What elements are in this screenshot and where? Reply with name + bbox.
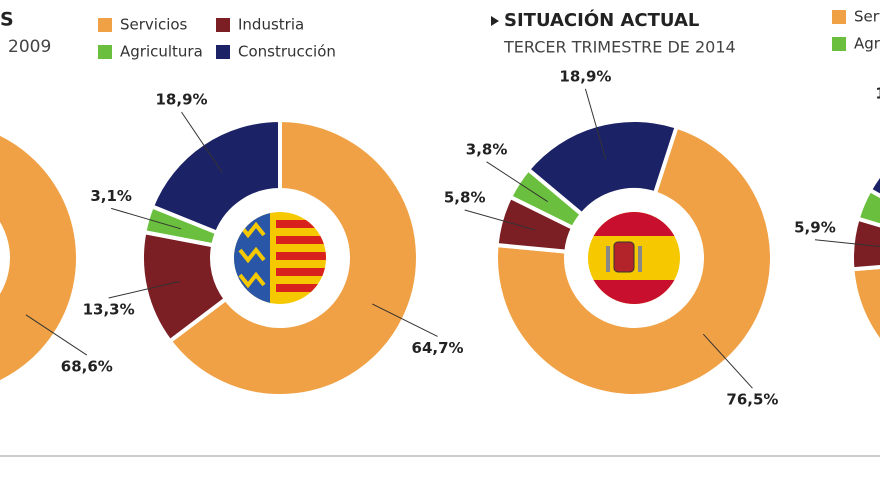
legend-swatch xyxy=(216,45,230,59)
value-label: 5,8% xyxy=(444,188,486,206)
subtitle: 2009 xyxy=(8,37,51,57)
legend-label: Agricultura xyxy=(854,35,880,53)
leader-line xyxy=(371,303,438,337)
legend-label: Agricultura xyxy=(120,43,203,61)
donut-segment xyxy=(494,117,774,398)
donuts: 68,6% 64,7% 13,3% 3,1% 18,9% 76,5% 5,8% 3,8% 18,… xyxy=(0,67,880,409)
value-label: 13,3% xyxy=(83,301,135,319)
donut-segment xyxy=(525,118,680,218)
spain-flag xyxy=(588,212,680,304)
value-label: 16,8% xyxy=(875,84,880,102)
donut-segment xyxy=(167,117,420,398)
value-label: 64,7% xyxy=(412,339,464,357)
arrow-icon xyxy=(491,16,499,26)
title: SITUACIÓN ACTUAL xyxy=(504,9,699,31)
legend-label: Servicios xyxy=(120,16,188,34)
value-label: 18,9% xyxy=(559,67,611,85)
value-label: 68,6% xyxy=(61,358,113,376)
legend-label: Servicios xyxy=(854,8,880,26)
donut-hole xyxy=(0,230,6,286)
value-label: 18,9% xyxy=(156,91,208,109)
value-label: 5,9% xyxy=(794,218,836,236)
legend-swatch xyxy=(98,45,112,59)
subtitle: TERCER TRIMESTRE DE 2014 xyxy=(503,38,736,57)
leader-line xyxy=(181,111,223,173)
leader-line xyxy=(702,333,753,389)
leader-line xyxy=(25,314,88,356)
donut-segment xyxy=(867,171,880,199)
leader-line xyxy=(814,239,880,248)
leader-line xyxy=(464,209,536,231)
legend-label: Industria xyxy=(238,16,304,34)
value-label: 76,5% xyxy=(726,391,778,409)
legend-swatch xyxy=(832,10,846,24)
donut-segment xyxy=(855,187,880,228)
leader-line xyxy=(111,207,182,230)
value-label: 3,8% xyxy=(466,140,508,158)
legend-swatch xyxy=(832,37,846,51)
leader-line xyxy=(584,88,607,160)
legend-swatch xyxy=(216,18,230,32)
value-label: 3,1% xyxy=(90,187,132,205)
legend-swatch xyxy=(98,18,112,32)
donut-segment xyxy=(149,117,282,236)
leader-line xyxy=(108,280,180,299)
leader-line xyxy=(486,161,549,203)
donut-segment xyxy=(0,131,80,385)
title: S xyxy=(0,9,14,31)
valencia-flag xyxy=(234,212,326,304)
legend-label: Construcción xyxy=(238,43,336,61)
